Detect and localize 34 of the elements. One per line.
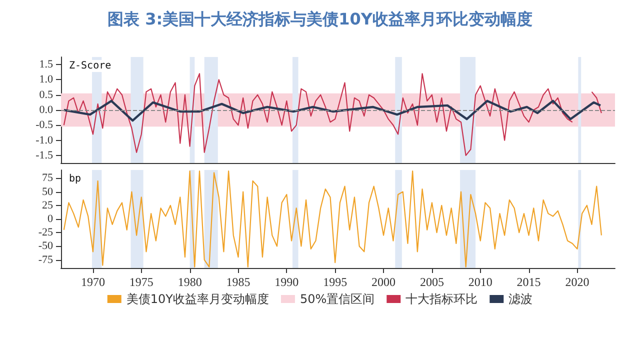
y-axis-title: bp [69,174,82,184]
legend-label: 十大指标环比 [406,292,478,306]
y-tick-label: 50 [42,186,54,198]
y-tick-label: 25 [42,199,54,212]
x-tick-label: 1980 [178,275,202,289]
y-tick-label: 1.5 [39,58,54,71]
x-tick-label: 1970 [80,275,105,289]
x-tick-label: 2010 [468,275,492,289]
y-tick-label: 0 [48,213,54,225]
y-tick-label: -25 [38,226,54,239]
y-tick-label: -1.5 [36,149,54,162]
x-tick-label: 2005 [420,275,444,289]
legend-label: 50%置信区间 [300,292,375,306]
line-series [62,100,602,122]
x-tick-label: 1990 [274,275,299,289]
y-tick-label: -50 [38,240,54,252]
x-tick-label: 2020 [565,275,590,289]
line-series [63,170,602,268]
chart-title: 图表 3:美国十大经济指标与美债10Y收益率月环比变动幅度 [108,10,532,28]
y-tick-label: -0.5 [36,119,54,132]
y-tick-label: -1.0 [36,134,54,146]
y-tick-label: 75 [42,172,54,184]
y-tick-label: -75 [38,254,54,266]
y-tick-label: 1.0 [39,74,54,86]
legend-label: 美债10Y收益率月变动幅度 [126,292,269,306]
y-tick-label: 0.5 [39,88,54,101]
x-tick-label: 1975 [129,275,154,289]
x-tick-label: 1995 [323,275,348,289]
x-tick-label: 1985 [226,275,250,289]
x-tick-label: 2000 [372,275,396,289]
y-axis-title: Z-Score [69,60,112,72]
y-tick-label: 0.0 [39,104,54,116]
x-tick-label: 2015 [516,275,541,289]
legend-label: 滤波 [508,292,533,306]
